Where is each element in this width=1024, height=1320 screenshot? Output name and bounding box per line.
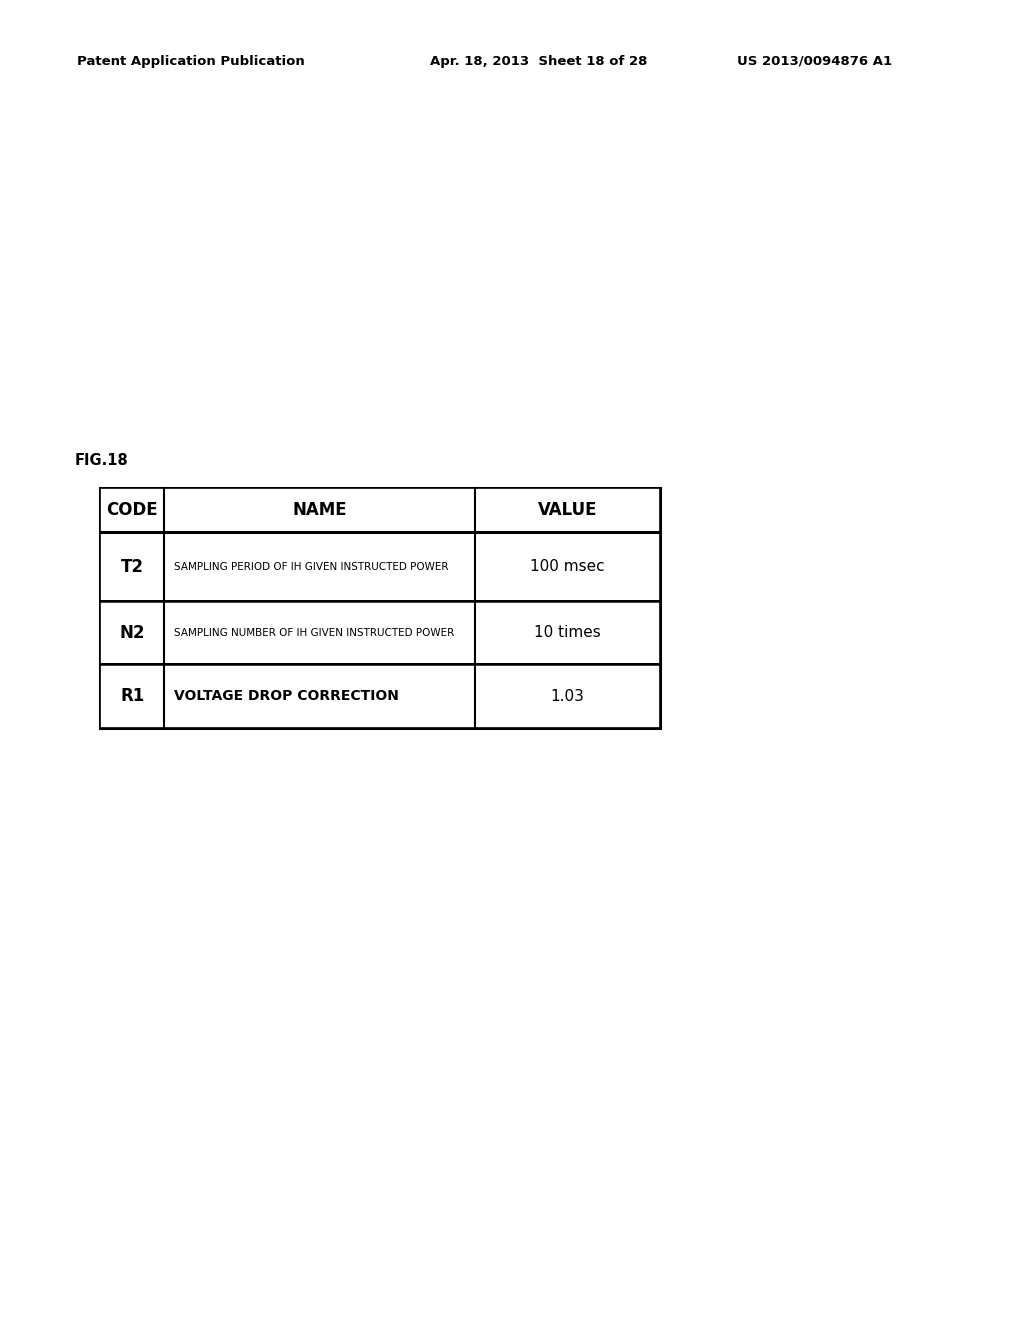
Text: SAMPLING NUMBER OF IH GIVEN INSTRUCTED POWER: SAMPLING NUMBER OF IH GIVEN INSTRUCTED P… <box>174 627 455 638</box>
Text: VALUE: VALUE <box>538 502 597 519</box>
Bar <box>165 601 475 664</box>
Text: FIG.18: FIG.18 <box>75 453 129 469</box>
Text: CODE: CODE <box>106 502 158 519</box>
Text: 100 msec: 100 msec <box>530 560 605 574</box>
Text: US 2013/0094876 A1: US 2013/0094876 A1 <box>737 55 892 69</box>
Text: T2: T2 <box>121 557 143 576</box>
Text: Apr. 18, 2013  Sheet 18 of 28: Apr. 18, 2013 Sheet 18 of 28 <box>430 55 647 69</box>
Text: VOLTAGE DROP CORRECTION: VOLTAGE DROP CORRECTION <box>174 689 399 704</box>
Bar <box>475 601 660 664</box>
Text: 1.03: 1.03 <box>551 689 585 704</box>
Bar <box>100 488 165 532</box>
Bar <box>475 488 660 532</box>
Text: Patent Application Publication: Patent Application Publication <box>77 55 304 69</box>
Bar <box>100 664 165 729</box>
Bar <box>100 532 165 601</box>
Bar <box>100 488 660 729</box>
Text: N2: N2 <box>120 623 145 642</box>
Text: NAME: NAME <box>293 502 347 519</box>
Bar <box>475 664 660 729</box>
Bar <box>165 532 475 601</box>
Bar <box>475 532 660 601</box>
Bar <box>165 488 475 532</box>
Bar <box>165 664 475 729</box>
Bar <box>100 601 165 664</box>
Text: 10 times: 10 times <box>535 626 601 640</box>
Text: R1: R1 <box>120 688 144 705</box>
Text: SAMPLING PERIOD OF IH GIVEN INSTRUCTED POWER: SAMPLING PERIOD OF IH GIVEN INSTRUCTED P… <box>174 561 449 572</box>
